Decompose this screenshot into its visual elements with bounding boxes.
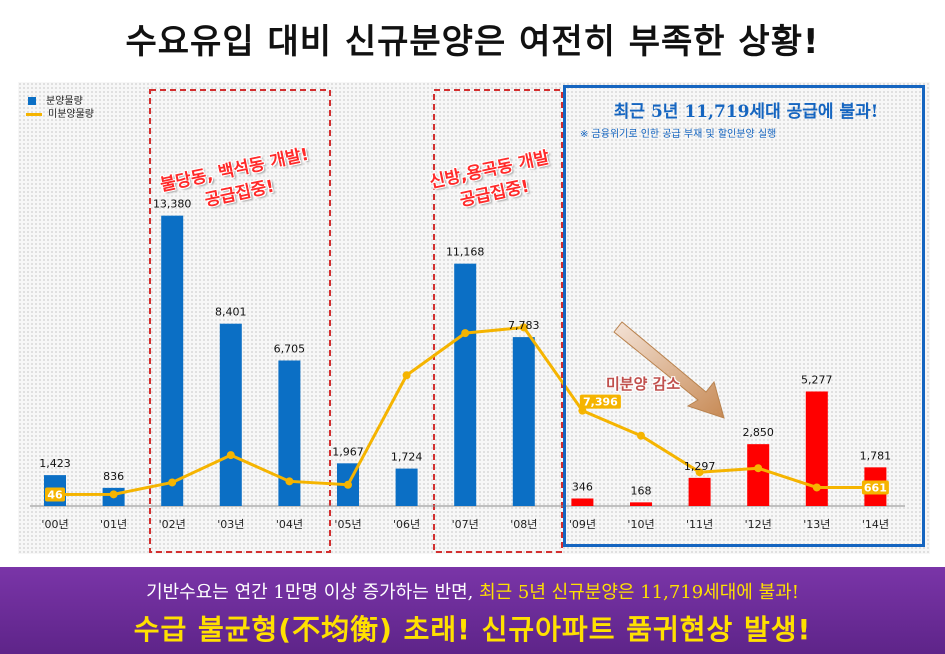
unsold-label-bg-0 (45, 487, 65, 502)
footer-line1-highlight: 최근 5년 신규분양은 11,719세대에 불과! (479, 582, 799, 603)
chart: 1,423 '00년 836 '01년 13,380 '02년 8,401 '03년 6,705… (30, 89, 905, 553)
bar-label-9: 346 (572, 480, 593, 493)
bar-label-10: 168 (631, 484, 652, 497)
legend-label-supply: 분양물량 (46, 96, 83, 107)
bar-label-7: 11,168 (446, 246, 485, 259)
page-title: 수요유입 대비 신규분양은 여전히 부족한 상황! (125, 22, 820, 62)
unsold-point-10 (637, 431, 645, 440)
bar-9 (571, 498, 594, 506)
x-tick-11: '11년 (686, 518, 713, 531)
recent-five-years-box (563, 85, 925, 547)
bar-8 (512, 337, 535, 506)
bar-11 (688, 477, 711, 506)
unsold-label-bg-9 (579, 394, 621, 409)
x-tick-12: '12년 (745, 518, 772, 531)
x-tick-13: '13년 (803, 518, 830, 531)
x-tick-8: '08년 (510, 518, 537, 531)
highlight-box-2007-2008 (433, 89, 563, 553)
bar-3 (219, 323, 242, 506)
bar-6 (395, 468, 418, 506)
bar-12 (747, 444, 770, 506)
x-tick-7: '07년 (452, 518, 479, 531)
legend-swatch-bar (28, 97, 36, 105)
bar-label-8: 7,783 (508, 319, 540, 332)
bar-10 (630, 502, 652, 506)
bar-label-1: 836 (103, 470, 124, 483)
x-tick-9: '09년 (569, 518, 596, 531)
unsold-point-3 (226, 451, 235, 460)
bar-label-6: 1,724 (391, 451, 423, 464)
highlight-box-2002-2004 (149, 89, 331, 553)
decrease-label: 미분양 감소 (606, 375, 681, 393)
x-tick-10: '10년 (627, 518, 654, 531)
bar-label-11: 1,297 (684, 460, 716, 473)
unsold-point-8 (519, 323, 528, 332)
bar-7 (454, 263, 477, 506)
bar-label-4: 6,705 (274, 343, 306, 356)
footer-line1-prefix: 기반수요는 연간 1만명 이상 증가하는 반면, (146, 582, 480, 603)
unsold-point-13 (812, 483, 821, 492)
bar-label-3: 8,401 (215, 306, 247, 319)
x-tick-3: '03년 (217, 518, 244, 531)
x-tick-0: '00년 (41, 518, 68, 531)
footer-line1: 기반수요는 연간 1만명 이상 증가하는 반면, 최근 5년 신규분양은 11,… (0, 578, 945, 604)
x-tick-6: '06년 (393, 518, 420, 531)
recent-note: ※ 금융위기로 인한 공급 부재 및 할인분양 실행 (580, 129, 777, 140)
unsold-point-7 (461, 329, 470, 338)
recent-title: 최근 5년 11,719세대 공급에 불과! (613, 102, 879, 122)
decrease-arrow (613, 321, 725, 419)
legend-item-unsold: 미분양물량 (26, 108, 118, 121)
x-tick-1: '01년 (100, 518, 127, 531)
unsold-label-0: 46 (47, 488, 63, 501)
x-tick-14: '14년 (862, 518, 889, 531)
legend-label-unsold: 미분양물량 (48, 109, 94, 120)
unsold-point-2 (168, 478, 177, 487)
footer-banner (0, 567, 945, 654)
bar-label-5: 1,967 (332, 445, 364, 458)
x-tick-2: '02년 (159, 518, 186, 531)
unsold-label-9: 7,396 (583, 396, 618, 409)
unsold-label-bg-14 (861, 480, 889, 495)
bar-label-13: 5,277 (801, 373, 833, 386)
legend-swatch-line (26, 113, 42, 116)
x-tick-5: '05년 (334, 518, 361, 531)
unsold-label-14: 661 (864, 481, 887, 494)
bar-4 (278, 360, 301, 506)
x-tick-4: '04년 (276, 518, 303, 531)
bar-label-12: 2,850 (742, 426, 774, 439)
footer-line2: 수급 불균형(不均衡) 초래! 신규아파트 품귀현상 발생! (133, 613, 812, 646)
bar-label-14: 1,781 (860, 449, 892, 462)
bar-13 (805, 391, 828, 506)
bar-label-0: 1,423 (39, 457, 71, 470)
unsold-point-1 (109, 490, 118, 499)
bar-label-2: 13,380 (153, 198, 192, 211)
chart-legend: 분양물량 미분양물량 (26, 95, 118, 121)
bar-2 (161, 215, 184, 507)
unsold-point-12 (754, 464, 763, 473)
legend-item-supply: 분양물량 (26, 95, 118, 108)
unsold-point-5 (344, 480, 352, 489)
unsold-point-4 (285, 477, 294, 486)
unsold-point-11 (695, 468, 704, 477)
unsold-point-6 (402, 371, 411, 380)
